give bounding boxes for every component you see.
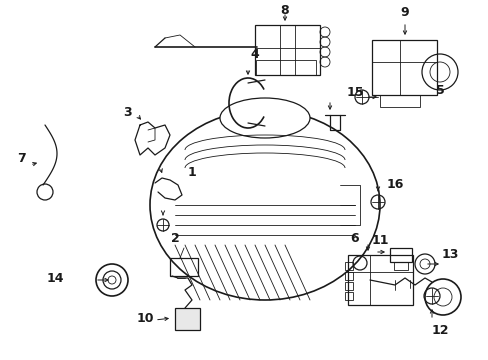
Text: 16: 16 [386, 179, 403, 192]
Text: 6: 6 [350, 231, 359, 244]
Ellipse shape [220, 98, 309, 138]
Text: 10: 10 [136, 311, 153, 324]
Text: 15: 15 [346, 85, 363, 99]
Bar [256, 60, 315, 75]
Bar [379, 95, 419, 107]
Text: 1: 1 [187, 166, 196, 179]
Text: 8: 8 [280, 4, 289, 17]
Text: 11: 11 [370, 234, 388, 247]
Bar [393, 262, 407, 270]
Bar [170, 258, 198, 276]
Text: 12: 12 [430, 324, 448, 337]
Text: 2: 2 [170, 231, 179, 244]
Bar [175, 308, 200, 330]
Text: 4: 4 [250, 49, 259, 62]
Text: 5: 5 [435, 84, 444, 96]
Ellipse shape [150, 110, 379, 300]
Text: 14: 14 [46, 271, 63, 284]
Text: 7: 7 [18, 152, 26, 165]
Bar [389, 248, 411, 262]
Text: 9: 9 [400, 5, 408, 18]
Bar [345, 272, 352, 280]
Bar [345, 282, 352, 290]
Bar [347, 255, 412, 305]
Bar [345, 262, 352, 270]
Bar [371, 40, 436, 95]
Text: 3: 3 [123, 105, 132, 118]
Text: 13: 13 [440, 248, 458, 261]
Bar [345, 292, 352, 300]
Bar [254, 25, 319, 75]
